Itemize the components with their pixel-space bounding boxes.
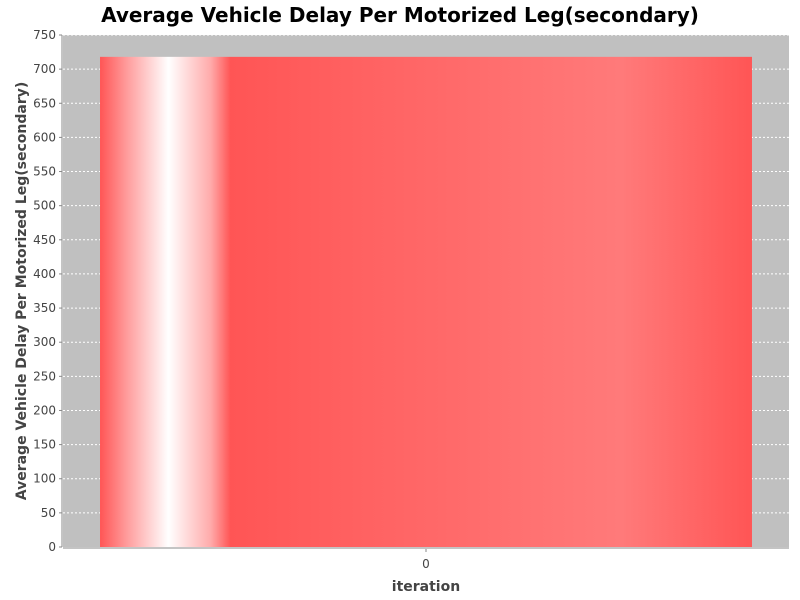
y-tick-label: 750 (33, 28, 56, 42)
y-tick-label: 550 (33, 165, 56, 179)
y-tick-label: 650 (33, 96, 56, 110)
y-tick-label: 300 (33, 335, 56, 349)
x-axis-label: iteration (392, 579, 460, 595)
y-tick-label: 250 (33, 369, 56, 383)
y-tick-label: 350 (33, 301, 56, 315)
y-tick-label: 100 (33, 472, 56, 486)
y-tick-label: 700 (33, 62, 56, 76)
y-tick-label: 500 (33, 199, 56, 213)
chart-title: Average Vehicle Delay Per Motorized Leg(… (101, 3, 699, 27)
bars (100, 56, 752, 547)
y-axis-ticks: 0 50 100 150 200 250 300 350 400 450 500 550 600 650 7… (33, 28, 62, 554)
y-tick-label: 0 (48, 540, 56, 554)
x-axis-ticks: 0 (422, 549, 430, 571)
y-tick-label: 400 (33, 267, 56, 281)
x-tick-label: 0 (422, 557, 430, 571)
y-tick-label: 50 (41, 506, 56, 520)
y-tick-label: 600 (33, 130, 56, 144)
y-tick-label: 150 (33, 438, 56, 452)
bar (100, 56, 752, 547)
y-tick-label: 200 (33, 403, 56, 417)
y-tick-label: 450 (33, 233, 56, 247)
y-axis-label: Average Vehicle Delay Per Motorized Leg(… (14, 82, 30, 501)
